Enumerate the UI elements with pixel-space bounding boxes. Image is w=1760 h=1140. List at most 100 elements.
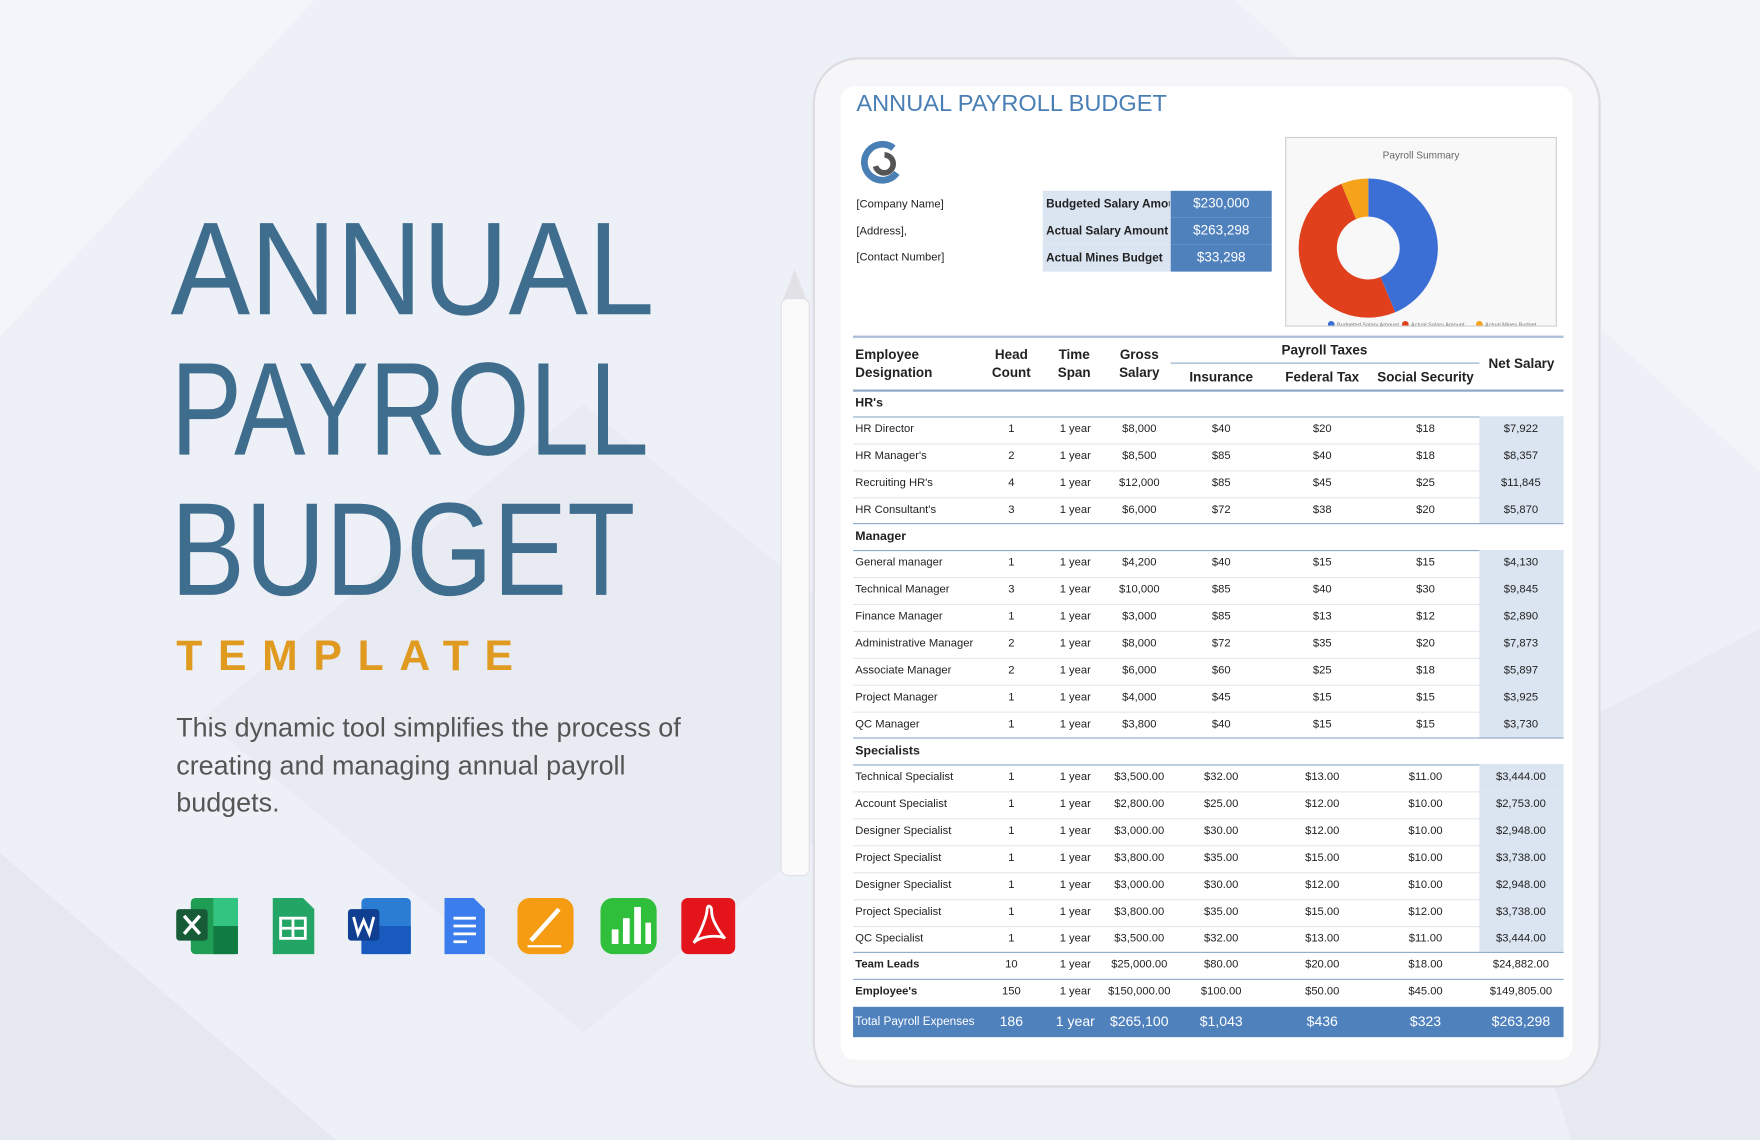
cell: $25.00	[1204, 798, 1239, 811]
cell: $12,000	[1118, 476, 1160, 489]
chart: Payroll Summary Budgeted Salary Amount Act…	[1298, 150, 1537, 326]
cell: $72	[1211, 503, 1231, 516]
cell: $15	[1416, 691, 1435, 704]
cell: $85	[1211, 610, 1231, 623]
row-label: Employee's	[855, 985, 918, 999]
row-label: Project Specialist	[855, 905, 942, 918]
tablet-screen	[840, 86, 1573, 1060]
row-rule	[853, 872, 1564, 874]
cell: $12.00	[1305, 825, 1340, 838]
cell: $8,357	[1503, 449, 1539, 463]
row-rule	[853, 791, 1564, 793]
cell: $265,100	[1110, 1013, 1169, 1030]
cell: $12.00	[1305, 798, 1340, 811]
cell: 1	[1008, 423, 1015, 436]
cell: $12.00	[1408, 905, 1443, 918]
legend-swatch	[1401, 321, 1409, 326]
summary-label: Budgeted Salary Amount	[1046, 197, 1169, 212]
excel-icon	[176, 897, 238, 955]
cell: 4	[1008, 476, 1015, 489]
summary-value: $33,298	[1196, 249, 1246, 265]
row-rule	[853, 630, 1564, 632]
cell: $3,730	[1503, 717, 1539, 731]
cell: 1	[1008, 557, 1015, 570]
cell: 1	[1008, 825, 1015, 838]
cell: $18	[1416, 449, 1435, 463]
cell: $15.00	[1305, 851, 1340, 865]
cell: $4,000	[1122, 691, 1157, 704]
cell: $3,800.00	[1114, 905, 1165, 918]
hero-title: BUDGET	[171, 476, 636, 624]
row-rule	[853, 577, 1564, 579]
cell: $3,000	[1122, 610, 1157, 623]
cell: 1 year	[1055, 1013, 1095, 1030]
cell: $3,500.00	[1114, 771, 1165, 784]
total-row	[853, 1006, 1564, 1038]
cell: 1 year	[1059, 905, 1091, 918]
cell: $10,000	[1118, 583, 1160, 597]
cell: $4,200	[1122, 557, 1157, 570]
cell: $18.00	[1408, 959, 1443, 972]
legend-swatch	[1327, 321, 1335, 326]
net-salary-cell	[1479, 657, 1564, 685]
row-label: QC Manager	[855, 717, 920, 731]
cell: $3,000.00	[1114, 878, 1165, 892]
cell: $2,890	[1503, 610, 1539, 623]
row-label: HR Director	[855, 423, 914, 436]
summary-value: $230,000	[1193, 195, 1250, 212]
net-salary-cell	[1479, 577, 1564, 604]
cell: $2,948.00	[1495, 825, 1546, 838]
cell: 1 year	[1059, 798, 1091, 811]
cell: $35.00	[1204, 851, 1239, 865]
cell: 10	[1005, 959, 1018, 972]
row-label: Technical Manager	[855, 583, 950, 597]
column-header: Payroll Taxes	[1281, 342, 1368, 359]
pie-slice	[1341, 178, 1369, 220]
cell: $18	[1416, 664, 1435, 677]
cell: $263,298	[1491, 1013, 1551, 1030]
sheet-title: ANNUAL PAYROLL BUDGET	[856, 90, 1167, 117]
cell: $45.00	[1408, 985, 1443, 999]
shape	[1234, 0, 1760, 472]
company-info: [Address],	[856, 225, 907, 238]
cell: 1 year	[1059, 771, 1091, 784]
row-rule	[853, 416, 1564, 418]
cell: $25	[1312, 664, 1332, 677]
row-label: QC Specialist	[855, 932, 924, 945]
cell: 1	[1008, 798, 1015, 811]
summary-value-cell	[1170, 190, 1272, 218]
cell: $150,000.00	[1108, 985, 1171, 999]
row-rule	[853, 845, 1564, 847]
cell: 1 year	[1059, 449, 1091, 463]
cell: $3,500.00	[1114, 932, 1165, 945]
cell: $72	[1211, 637, 1231, 650]
column-header: Net Salary	[1488, 355, 1555, 372]
row-rule	[853, 684, 1564, 686]
row-rule	[853, 737, 1564, 740]
cell: $323	[1409, 1013, 1442, 1030]
row-label: Associate Manager	[855, 664, 952, 677]
row-label: General manager	[855, 557, 943, 570]
cell: 1	[1008, 878, 1015, 892]
cell: $30	[1416, 583, 1435, 597]
cell: 3	[1008, 503, 1015, 516]
cell: $18	[1416, 423, 1435, 436]
cell: 1 year	[1059, 423, 1091, 436]
legend-label: Actual Salary Amount	[1411, 323, 1465, 326]
row-rule	[853, 496, 1564, 498]
row-label: Finance Manager	[855, 610, 943, 623]
row-rule	[853, 818, 1564, 820]
cell: $15	[1416, 717, 1435, 731]
net-salary-cell	[1479, 603, 1564, 631]
cell: $436	[1306, 1013, 1338, 1030]
hero-title: PAYROLL	[171, 336, 649, 484]
cell: $1,043	[1199, 1013, 1243, 1030]
cell: $35.00	[1204, 905, 1239, 918]
row-label: Recruiting HR's	[855, 476, 933, 489]
word-icon	[347, 897, 411, 955]
row-label: Designer Specialist	[855, 878, 952, 892]
cell: $45	[1312, 476, 1332, 489]
cell: $5,870	[1503, 503, 1539, 516]
